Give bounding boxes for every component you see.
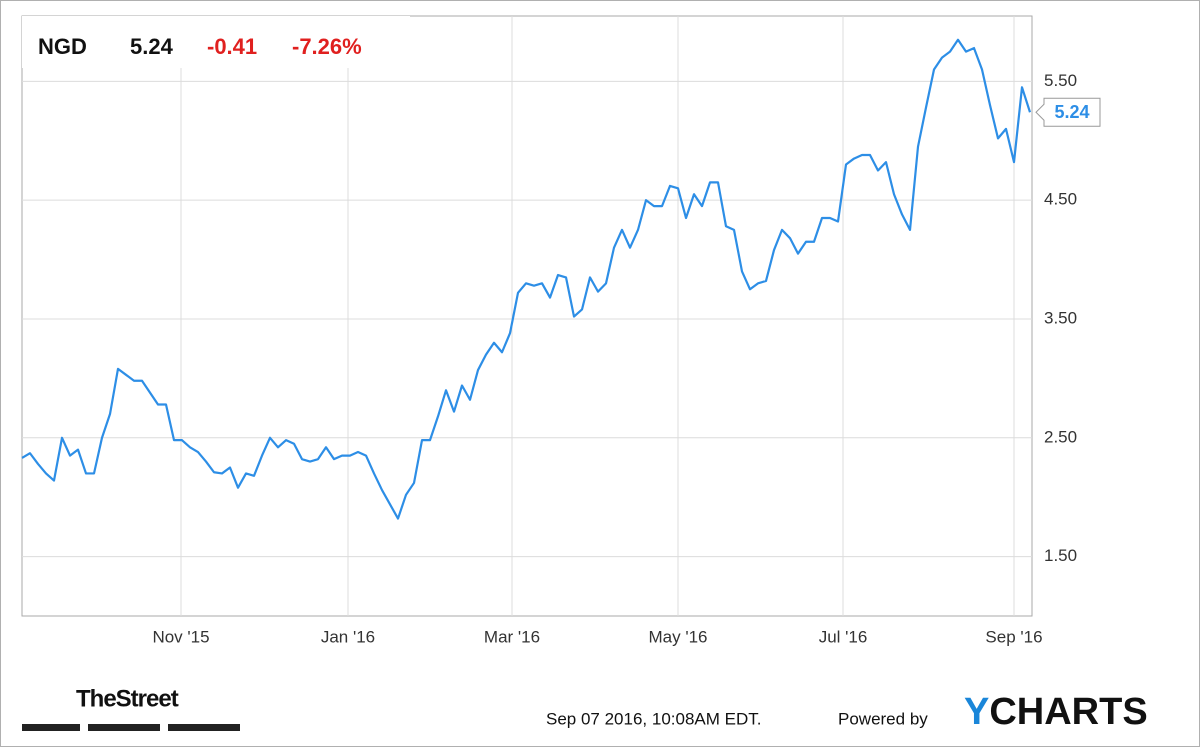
x-tick-label: Mar '16 <box>484 627 540 646</box>
y-tick-label: 5.50 <box>1044 71 1077 90</box>
y-tick-label: 2.50 <box>1044 427 1077 446</box>
y-tick-label: 4.50 <box>1044 190 1077 209</box>
change: -0.41 <box>207 34 257 59</box>
last-value-callout <box>1035 97 1101 127</box>
x-tick-label: Sep '16 <box>985 627 1042 646</box>
ycharts-logo: YCHARTS <box>964 691 1148 733</box>
symbol: NGD <box>38 34 87 59</box>
brand-logo: TheStreet <box>76 685 179 712</box>
y-tick-label: 3.50 <box>1044 308 1077 327</box>
logo-rest: CHARTS <box>989 691 1147 733</box>
change-percent: -7.26% <box>292 34 362 59</box>
brand-bar <box>22 724 80 731</box>
last-value-label: 5.24 <box>1054 102 1089 122</box>
x-tick-label: Nov '15 <box>152 627 209 646</box>
brand-bar <box>88 724 160 731</box>
x-tick-label: Jul '16 <box>819 627 868 646</box>
logo-y: Y <box>964 691 989 733</box>
x-tick-label: May '16 <box>649 627 708 646</box>
timestamp: Sep 07 2016, 10:08AM EDT. <box>546 709 761 728</box>
x-tick-label: Jan '16 <box>321 627 375 646</box>
price-line <box>21 38 1032 520</box>
price: 5.24 <box>130 34 174 59</box>
header-box <box>22 16 410 68</box>
brand-bar <box>168 724 240 731</box>
y-tick-label: 1.50 <box>1044 546 1077 565</box>
powered-by: Powered by <box>838 709 928 728</box>
plot-area <box>21 15 1033 617</box>
